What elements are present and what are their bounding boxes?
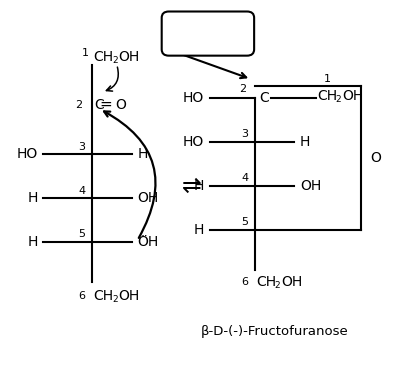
Text: β-Form: β-Form [184,27,232,41]
Text: 2: 2 [112,56,118,65]
Text: H: H [194,179,204,193]
Text: O: O [370,151,381,165]
Text: β-D-(-)-Fructofuranose: β-D-(-)-Fructofuranose [201,325,348,338]
Text: 1: 1 [82,48,89,58]
Text: ⇌: ⇌ [182,174,202,198]
Text: CH: CH [256,275,276,289]
Text: OH: OH [137,191,159,205]
Text: =: = [99,97,112,112]
Text: H: H [194,223,204,237]
Text: 2: 2 [112,295,118,304]
Text: 2: 2 [275,281,280,291]
Text: 2: 2 [239,84,246,93]
Text: O: O [115,99,126,112]
FancyBboxPatch shape [162,12,254,55]
Text: 3: 3 [78,142,85,152]
Text: 3: 3 [242,130,248,139]
Text: HO: HO [16,147,38,161]
Text: 1: 1 [324,74,331,84]
Text: 6: 6 [78,291,85,301]
Text: H: H [27,235,38,249]
Text: ÖH: ÖH [137,235,159,249]
Text: OH: OH [119,50,140,64]
Text: 5: 5 [78,229,85,239]
Text: H: H [300,135,310,149]
Text: 2: 2 [75,100,82,110]
Text: OH: OH [300,179,321,193]
Text: OH: OH [342,89,363,103]
Text: 4: 4 [78,185,85,196]
Text: 5: 5 [242,217,248,227]
Text: C: C [259,91,268,105]
Text: HO: HO [183,135,204,149]
Text: OH: OH [119,289,140,303]
Text: 4: 4 [242,173,248,183]
Text: H: H [27,191,38,205]
Text: CH: CH [93,289,114,303]
Text: CH: CH [317,89,337,103]
Text: C: C [94,99,104,112]
Text: HO: HO [183,91,204,105]
Text: 6: 6 [241,277,248,287]
Text: OH: OH [281,275,302,289]
Text: 2: 2 [335,95,341,104]
Text: CH: CH [93,50,114,64]
Text: H: H [137,147,148,161]
